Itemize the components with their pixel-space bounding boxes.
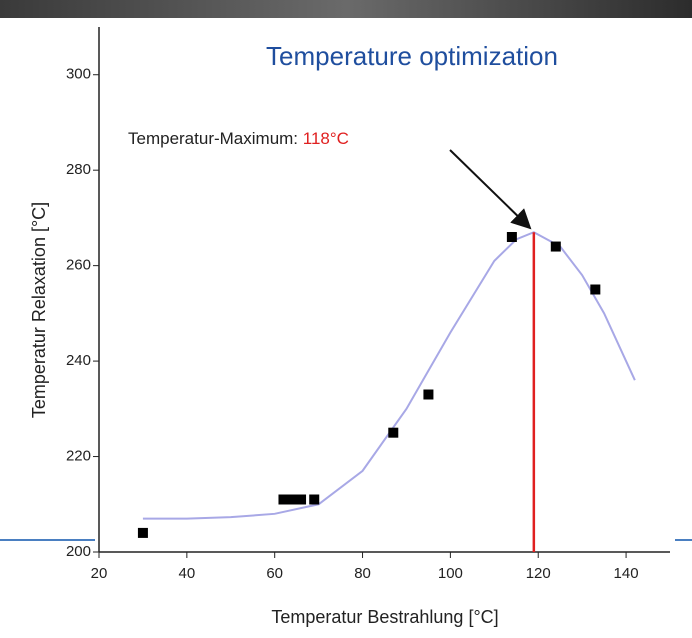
data-point: [388, 427, 399, 438]
y-tick-label: 280: [66, 161, 91, 178]
annotation-arrow: [449, 149, 532, 230]
x-tick-label: 20: [91, 565, 108, 582]
x-tick-label: 60: [266, 565, 283, 582]
x-axis-label: Temperatur Bestrahlung [°C]: [271, 607, 498, 627]
data-point: [550, 241, 561, 252]
data-point: [590, 284, 601, 295]
data-point: [423, 389, 434, 400]
x-tick-label: 80: [354, 565, 371, 582]
y-axis-label: Temperatur Relaxation [°C]: [29, 202, 49, 418]
annotation-value: 118°C: [303, 129, 349, 148]
y-tick-label: 300: [66, 66, 91, 83]
fit-curve: [142, 231, 636, 520]
data-point: [506, 232, 517, 242]
y-tick-label: 240: [66, 352, 91, 369]
y-tick-label: 220: [66, 448, 91, 465]
annotation: Temperatur-Maximum: 118°C: [128, 129, 349, 148]
data-point: [278, 494, 289, 505]
header-strip: [0, 0, 692, 18]
x-tick-label: 140: [614, 565, 639, 582]
x-tick-label: 100: [438, 565, 463, 582]
y-tick-label: 260: [66, 257, 91, 274]
data-point: [296, 494, 307, 505]
annotation-text: Temperatur-Maximum:: [128, 129, 298, 148]
data-point: [309, 494, 320, 505]
data-point: [137, 527, 148, 538]
chart-title: Temperature optimization: [266, 41, 558, 71]
y-tick-label: 200: [66, 543, 91, 560]
x-tick-label: 120: [526, 565, 551, 582]
data-point: [287, 494, 298, 505]
x-tick-label: 40: [179, 565, 196, 582]
